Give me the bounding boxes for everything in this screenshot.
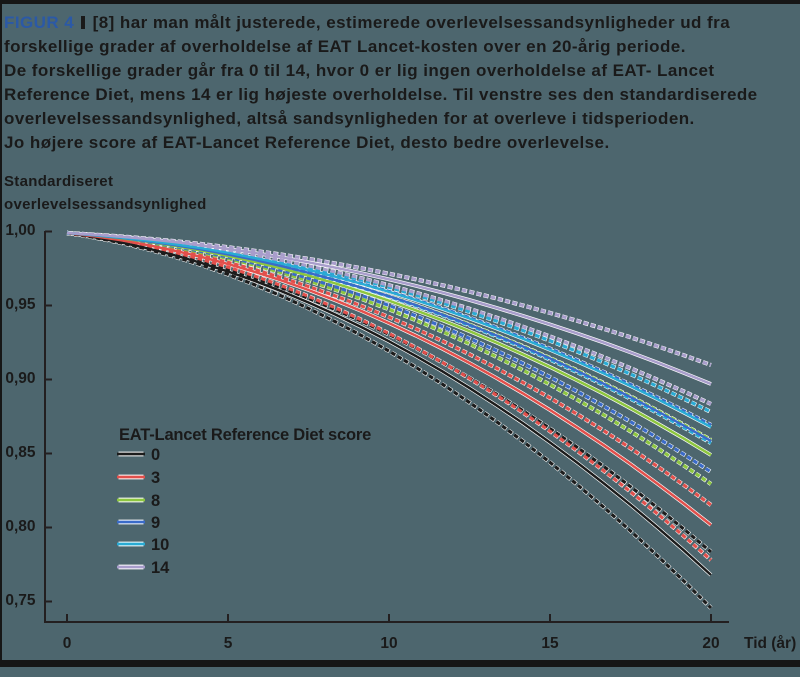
svg-text:20: 20	[702, 635, 719, 652]
svg-text:EAT-Lancet Reference Diet scor: EAT-Lancet Reference Diet score	[119, 426, 371, 444]
svg-text:0,95: 0,95	[5, 296, 36, 313]
svg-text:0: 0	[63, 635, 72, 652]
svg-text:0,75: 0,75	[5, 592, 36, 609]
svg-text:0,80: 0,80	[5, 518, 35, 535]
svg-text:14: 14	[151, 559, 170, 577]
svg-text:15: 15	[541, 635, 559, 652]
svg-text:0,90: 0,90	[5, 370, 35, 387]
svg-text:0,85: 0,85	[5, 444, 36, 461]
svg-text:Tid (år): Tid (år)	[744, 635, 796, 652]
svg-text:9: 9	[151, 514, 160, 532]
svg-text:3: 3	[151, 469, 160, 487]
svg-text:1,00: 1,00	[5, 222, 35, 239]
svg-text:0: 0	[151, 446, 160, 464]
svg-text:8: 8	[151, 492, 160, 510]
svg-text:10: 10	[151, 536, 169, 554]
svg-text:10: 10	[380, 635, 397, 652]
svg-text:5: 5	[224, 635, 233, 652]
